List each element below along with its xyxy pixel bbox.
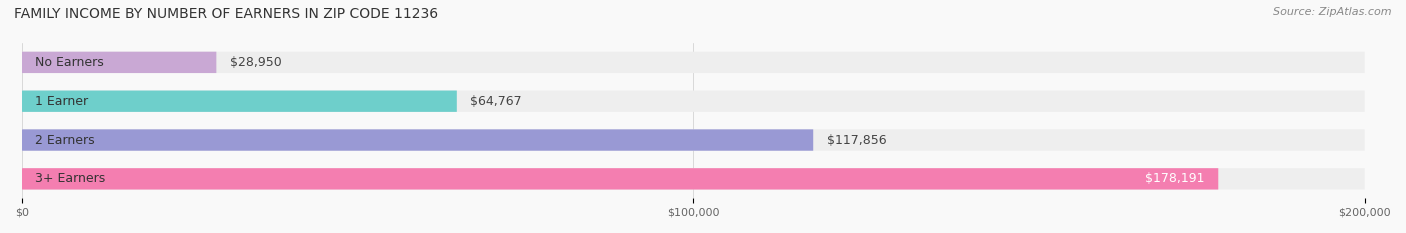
FancyBboxPatch shape [22,129,1365,151]
Text: FAMILY INCOME BY NUMBER OF EARNERS IN ZIP CODE 11236: FAMILY INCOME BY NUMBER OF EARNERS IN ZI… [14,7,439,21]
Text: $64,767: $64,767 [470,95,522,108]
FancyBboxPatch shape [22,52,1365,73]
Text: Source: ZipAtlas.com: Source: ZipAtlas.com [1274,7,1392,17]
FancyBboxPatch shape [22,129,813,151]
Text: 1 Earner: 1 Earner [35,95,89,108]
Text: No Earners: No Earners [35,56,104,69]
Text: $178,191: $178,191 [1146,172,1205,185]
FancyBboxPatch shape [22,91,1365,112]
Text: $28,950: $28,950 [229,56,281,69]
Text: $117,856: $117,856 [827,134,886,147]
FancyBboxPatch shape [22,52,217,73]
FancyBboxPatch shape [22,168,1365,189]
Text: 3+ Earners: 3+ Earners [35,172,105,185]
FancyBboxPatch shape [22,91,457,112]
Text: 2 Earners: 2 Earners [35,134,96,147]
FancyBboxPatch shape [22,168,1218,189]
